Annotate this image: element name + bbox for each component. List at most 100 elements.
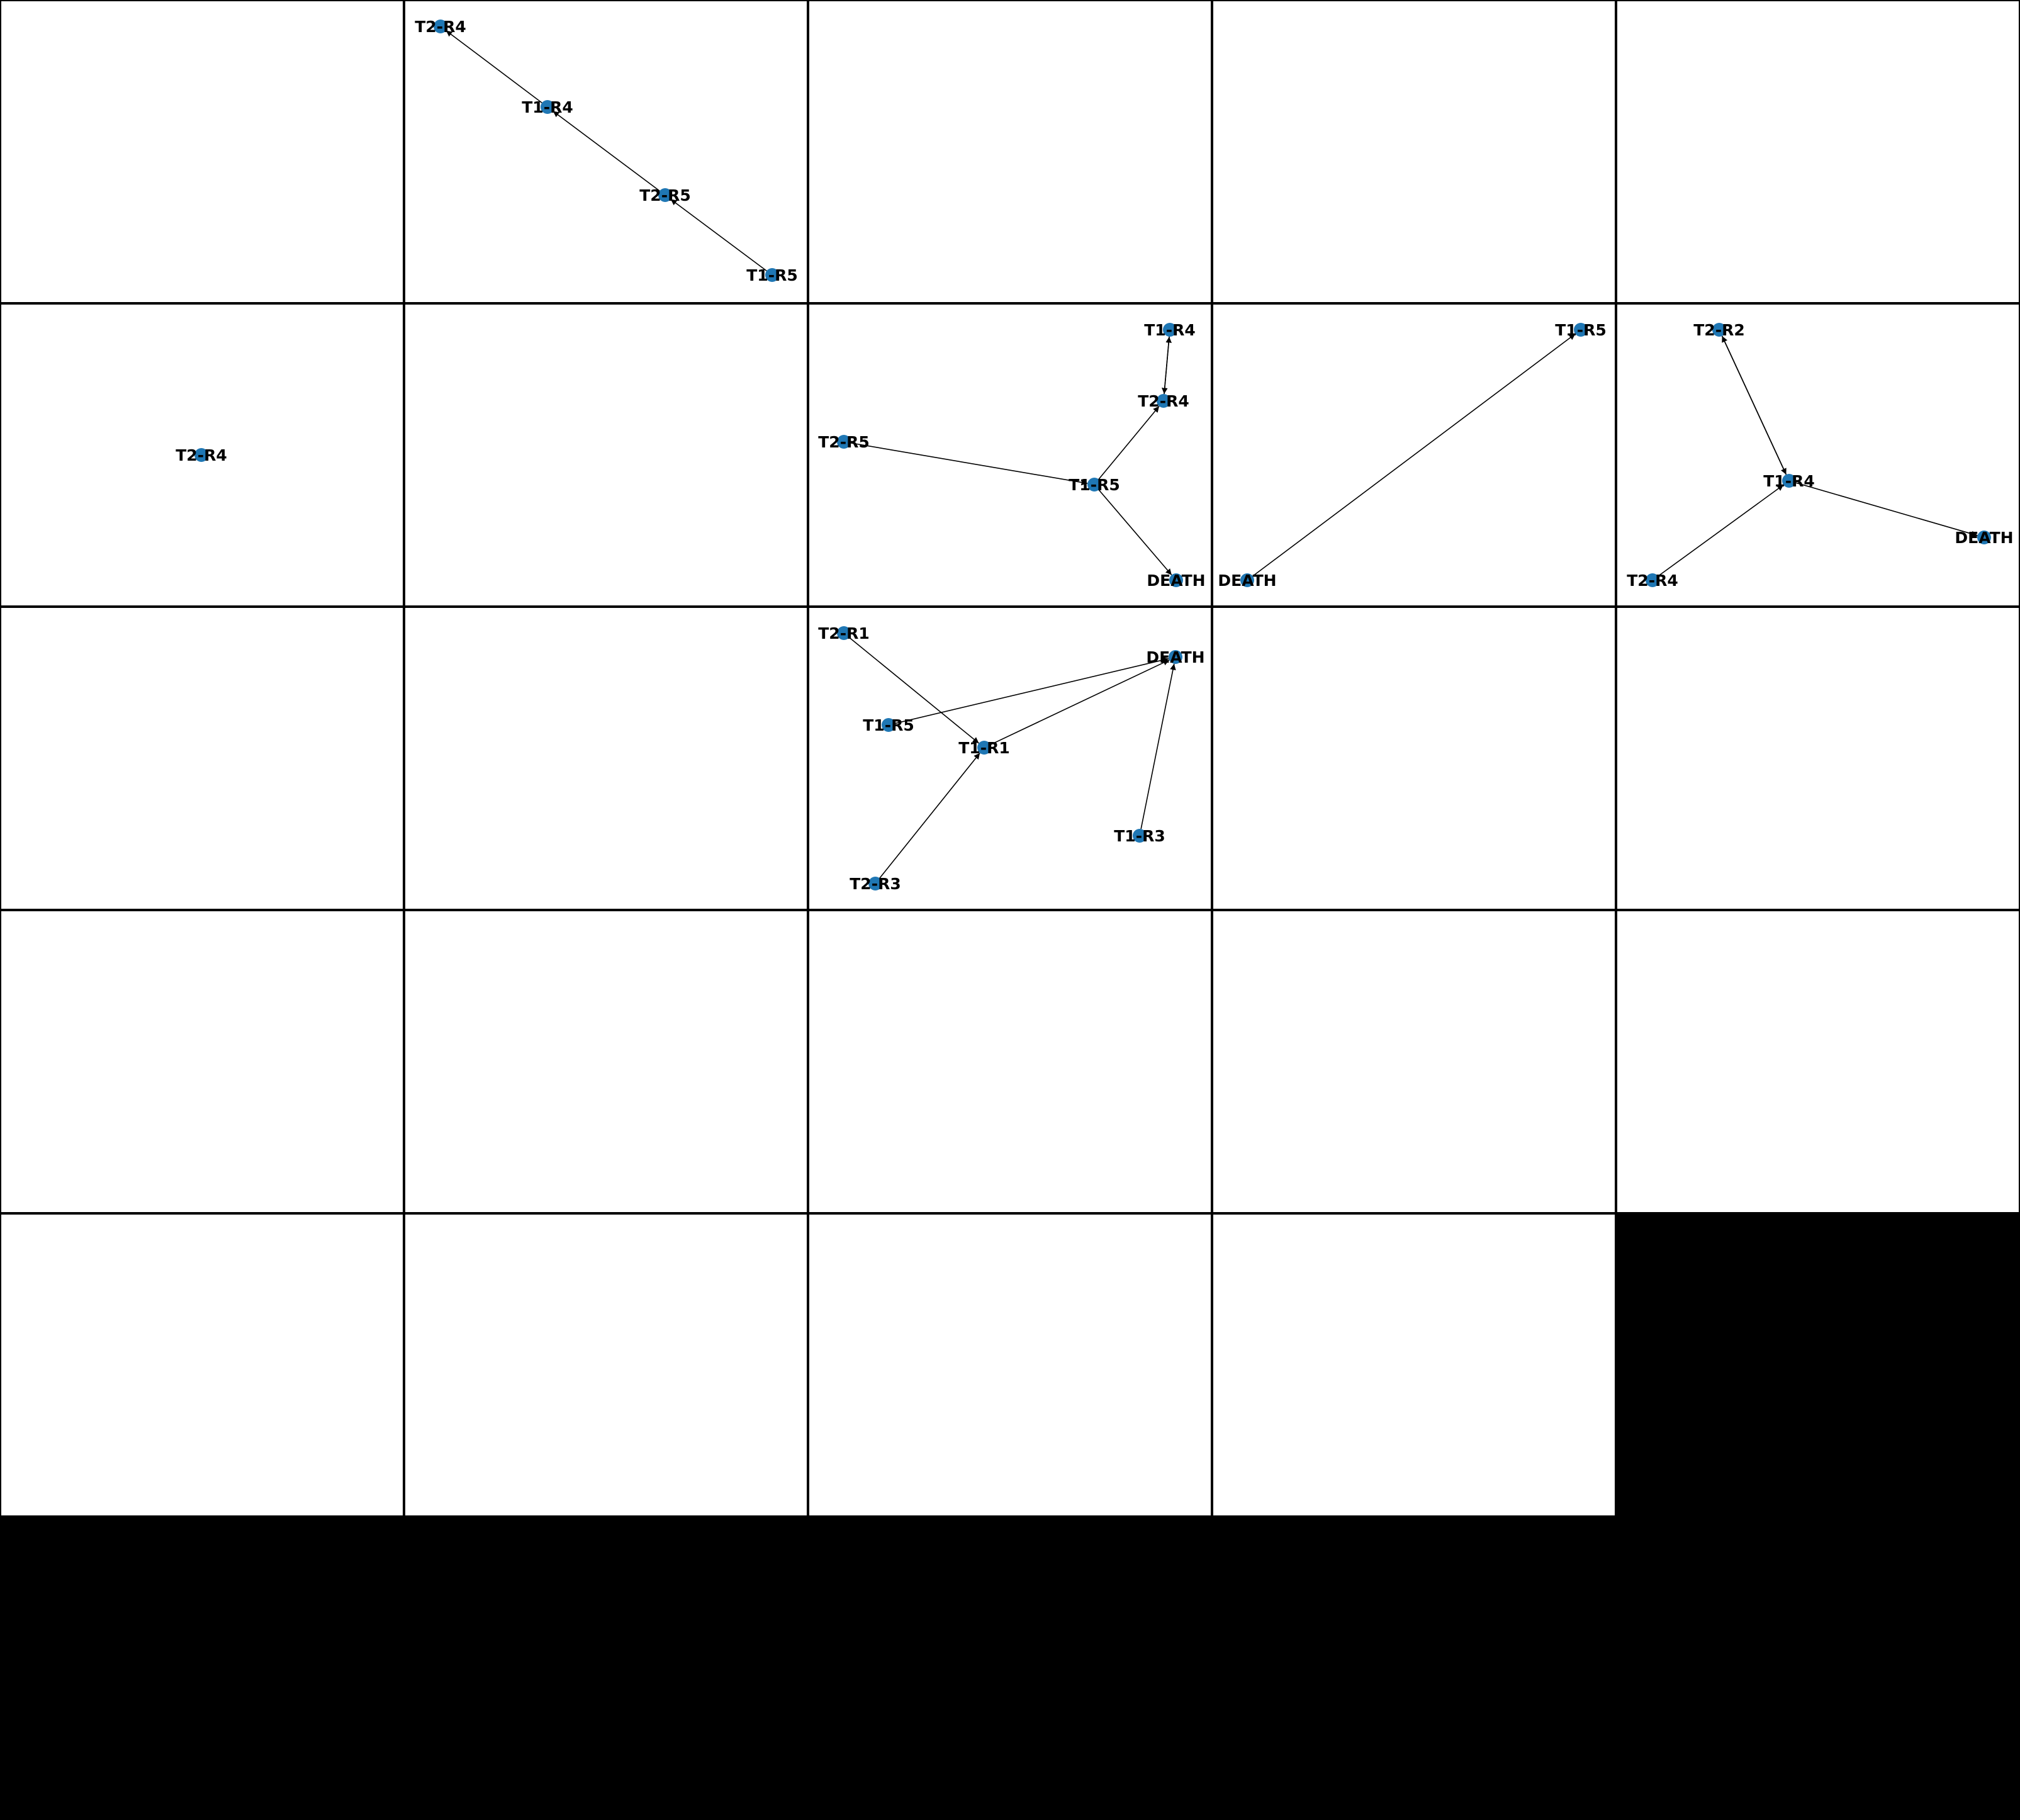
node-T2-R5 (658, 188, 672, 202)
node-label-DEATH: DEATH (1218, 571, 1276, 590)
panel-frame (404, 1213, 808, 1517)
node-label-T1-R5: T1-R5 (1555, 321, 1606, 339)
node-T2-R4 (1157, 394, 1170, 408)
node-DEATH (1977, 531, 1991, 544)
graph-panel-r3-c1 (404, 910, 808, 1213)
graph-panel-r3-c0 (0, 910, 404, 1213)
panel-frame (1212, 607, 1616, 910)
node-T1-R5 (1574, 323, 1588, 337)
node-T1-R4 (1782, 474, 1796, 488)
node-label-T2-R4: T2-R4 (415, 18, 466, 36)
node-T1-R1 (977, 741, 991, 755)
node-label-T2-R4: T2-R4 (176, 446, 227, 464)
panel-frame (0, 607, 404, 910)
node-label-T1-R5: T1-R5 (1069, 476, 1119, 494)
node-T2-R2 (1712, 323, 1726, 337)
node-label-T1-R3: T1-R3 (1114, 827, 1165, 845)
panel-frame (404, 607, 808, 910)
node-T1-R5 (1087, 478, 1101, 492)
edge-T1-R5-to-DEATH (895, 657, 1169, 724)
panel-frame (1212, 1213, 1616, 1517)
node-label-T2-R3: T2-R3 (850, 875, 901, 893)
node-label-T1-R4: T1-R4 (1144, 321, 1195, 339)
edge-T1-R3-to-DEATH (1140, 663, 1176, 829)
panel-frame (404, 0, 808, 303)
node-T2-R4 (1646, 573, 1659, 587)
graph-panel-r2-c0 (0, 607, 404, 910)
node-DEATH (1169, 573, 1183, 587)
node-T2-R1 (837, 626, 851, 640)
edge-DEATH-to-T1-R5 (1252, 333, 1576, 577)
node-T1-R5 (765, 268, 779, 282)
graph-panel-r0-c3 (1212, 0, 1616, 303)
node-label-T2-R1: T2-R1 (818, 624, 869, 643)
graph-panel-r0-c4 (1616, 0, 2020, 303)
graph-panel-r1-c4 (1616, 303, 2020, 607)
edge-T1-R4-to-T2-R4 (446, 30, 542, 104)
node-T2-R4 (434, 20, 447, 33)
graph-panel-r4-c1 (404, 1213, 808, 1517)
node-T2-R5 (837, 435, 851, 449)
panel-frame (808, 607, 1212, 910)
node-label-T2-R2: T2-R2 (1693, 321, 1744, 339)
panel-frame (404, 303, 808, 607)
node-T1-R4 (541, 100, 554, 114)
node-T2-R3 (868, 877, 882, 890)
graph-panel-r3-c4 (1616, 910, 2020, 1213)
node-DEATH (1169, 650, 1182, 664)
edge-T1-R5-to-T2-R5 (670, 198, 767, 272)
edge-T1-R4-to-DEATH (1795, 482, 1978, 537)
graph-panel-r2-c3 (1212, 607, 1616, 910)
panel-frame (0, 910, 404, 1213)
graph-1-0: T2-R4 (176, 446, 227, 464)
graph-panel-r1-c2 (808, 303, 1212, 607)
graph-1-3: T1-R5 DEATH (1218, 321, 1606, 590)
panel-frame (1616, 607, 2020, 910)
panel-frame (0, 1213, 404, 1517)
edge-T2-R1-to-T1-R1 (849, 637, 979, 744)
edge-T1-R5-to-T2-R4 (1098, 405, 1160, 480)
edge-T1-R1-to-DEATH (990, 659, 1170, 746)
edge-T2-R5-to-T1-R5 (850, 442, 1088, 486)
panel-frame (1616, 0, 2020, 303)
panel-frame (1212, 0, 1616, 303)
panel-frame (808, 303, 1212, 607)
panel-frame (808, 910, 1212, 1213)
node-T1-R5 (882, 718, 895, 732)
node-label-T1-R4: T1-R4 (1763, 472, 1814, 490)
graph-panel-r4-c0 (0, 1213, 404, 1517)
graph-panel-r0-c2 (808, 0, 1212, 303)
edge-T2-R3-to-T1-R1 (879, 753, 980, 879)
panel-frame (0, 0, 404, 303)
edge-T2-R4-to-T1-R4 (1658, 484, 1784, 577)
edge-T1-R4-to-T2-R4 (1162, 336, 1170, 395)
node-label-DEATH: DEATH (1147, 571, 1205, 590)
node-label-DEATH: DEATH (1146, 648, 1204, 666)
node-label-T1-R1: T1-R1 (958, 739, 1009, 757)
graph-panel-r2-c2 (808, 607, 1212, 910)
graph-panel-r1-c1 (404, 303, 808, 607)
node-T1-R3 (1133, 829, 1147, 843)
graph-panel-r2-c1 (404, 607, 808, 910)
graph-panel-r3-c3 (1212, 910, 1616, 1213)
panel-frame (1212, 910, 1616, 1213)
node-label-DEATH: DEATH (1955, 529, 2013, 547)
node-label-T2-R4: T2-R4 (1627, 571, 1678, 590)
edge-T2-R5-to-T1-R4 (553, 110, 660, 192)
node-label-T1-R4: T1-R4 (522, 98, 573, 116)
node-label-T1-R5: T1-R5 (863, 716, 914, 734)
panel-frame (1616, 910, 2020, 1213)
graph-panel-r0-c1 (404, 0, 808, 303)
node-T2-R4 (194, 448, 208, 462)
graph-panel-r2-c4 (1616, 607, 2020, 910)
graph-panel-r4-c2 (808, 1213, 1212, 1517)
edge-T2-R2-to-T1-R4 (1721, 335, 1787, 475)
panel-frame (1616, 303, 2020, 607)
graph-panel-r4-c3 (1212, 1213, 1616, 1517)
graph-panel-r3-c2 (808, 910, 1212, 1213)
graph-1-4: T2-R2 T1-R4 DEATH T2-R4 (1627, 321, 2013, 590)
node-label-T2-R4: T2-R4 (1138, 392, 1189, 410)
node-label-T2-R5: T2-R5 (639, 186, 690, 205)
graph-panel-r0-c0 (0, 0, 404, 303)
node-label-T1-R5: T1-R5 (746, 266, 797, 284)
